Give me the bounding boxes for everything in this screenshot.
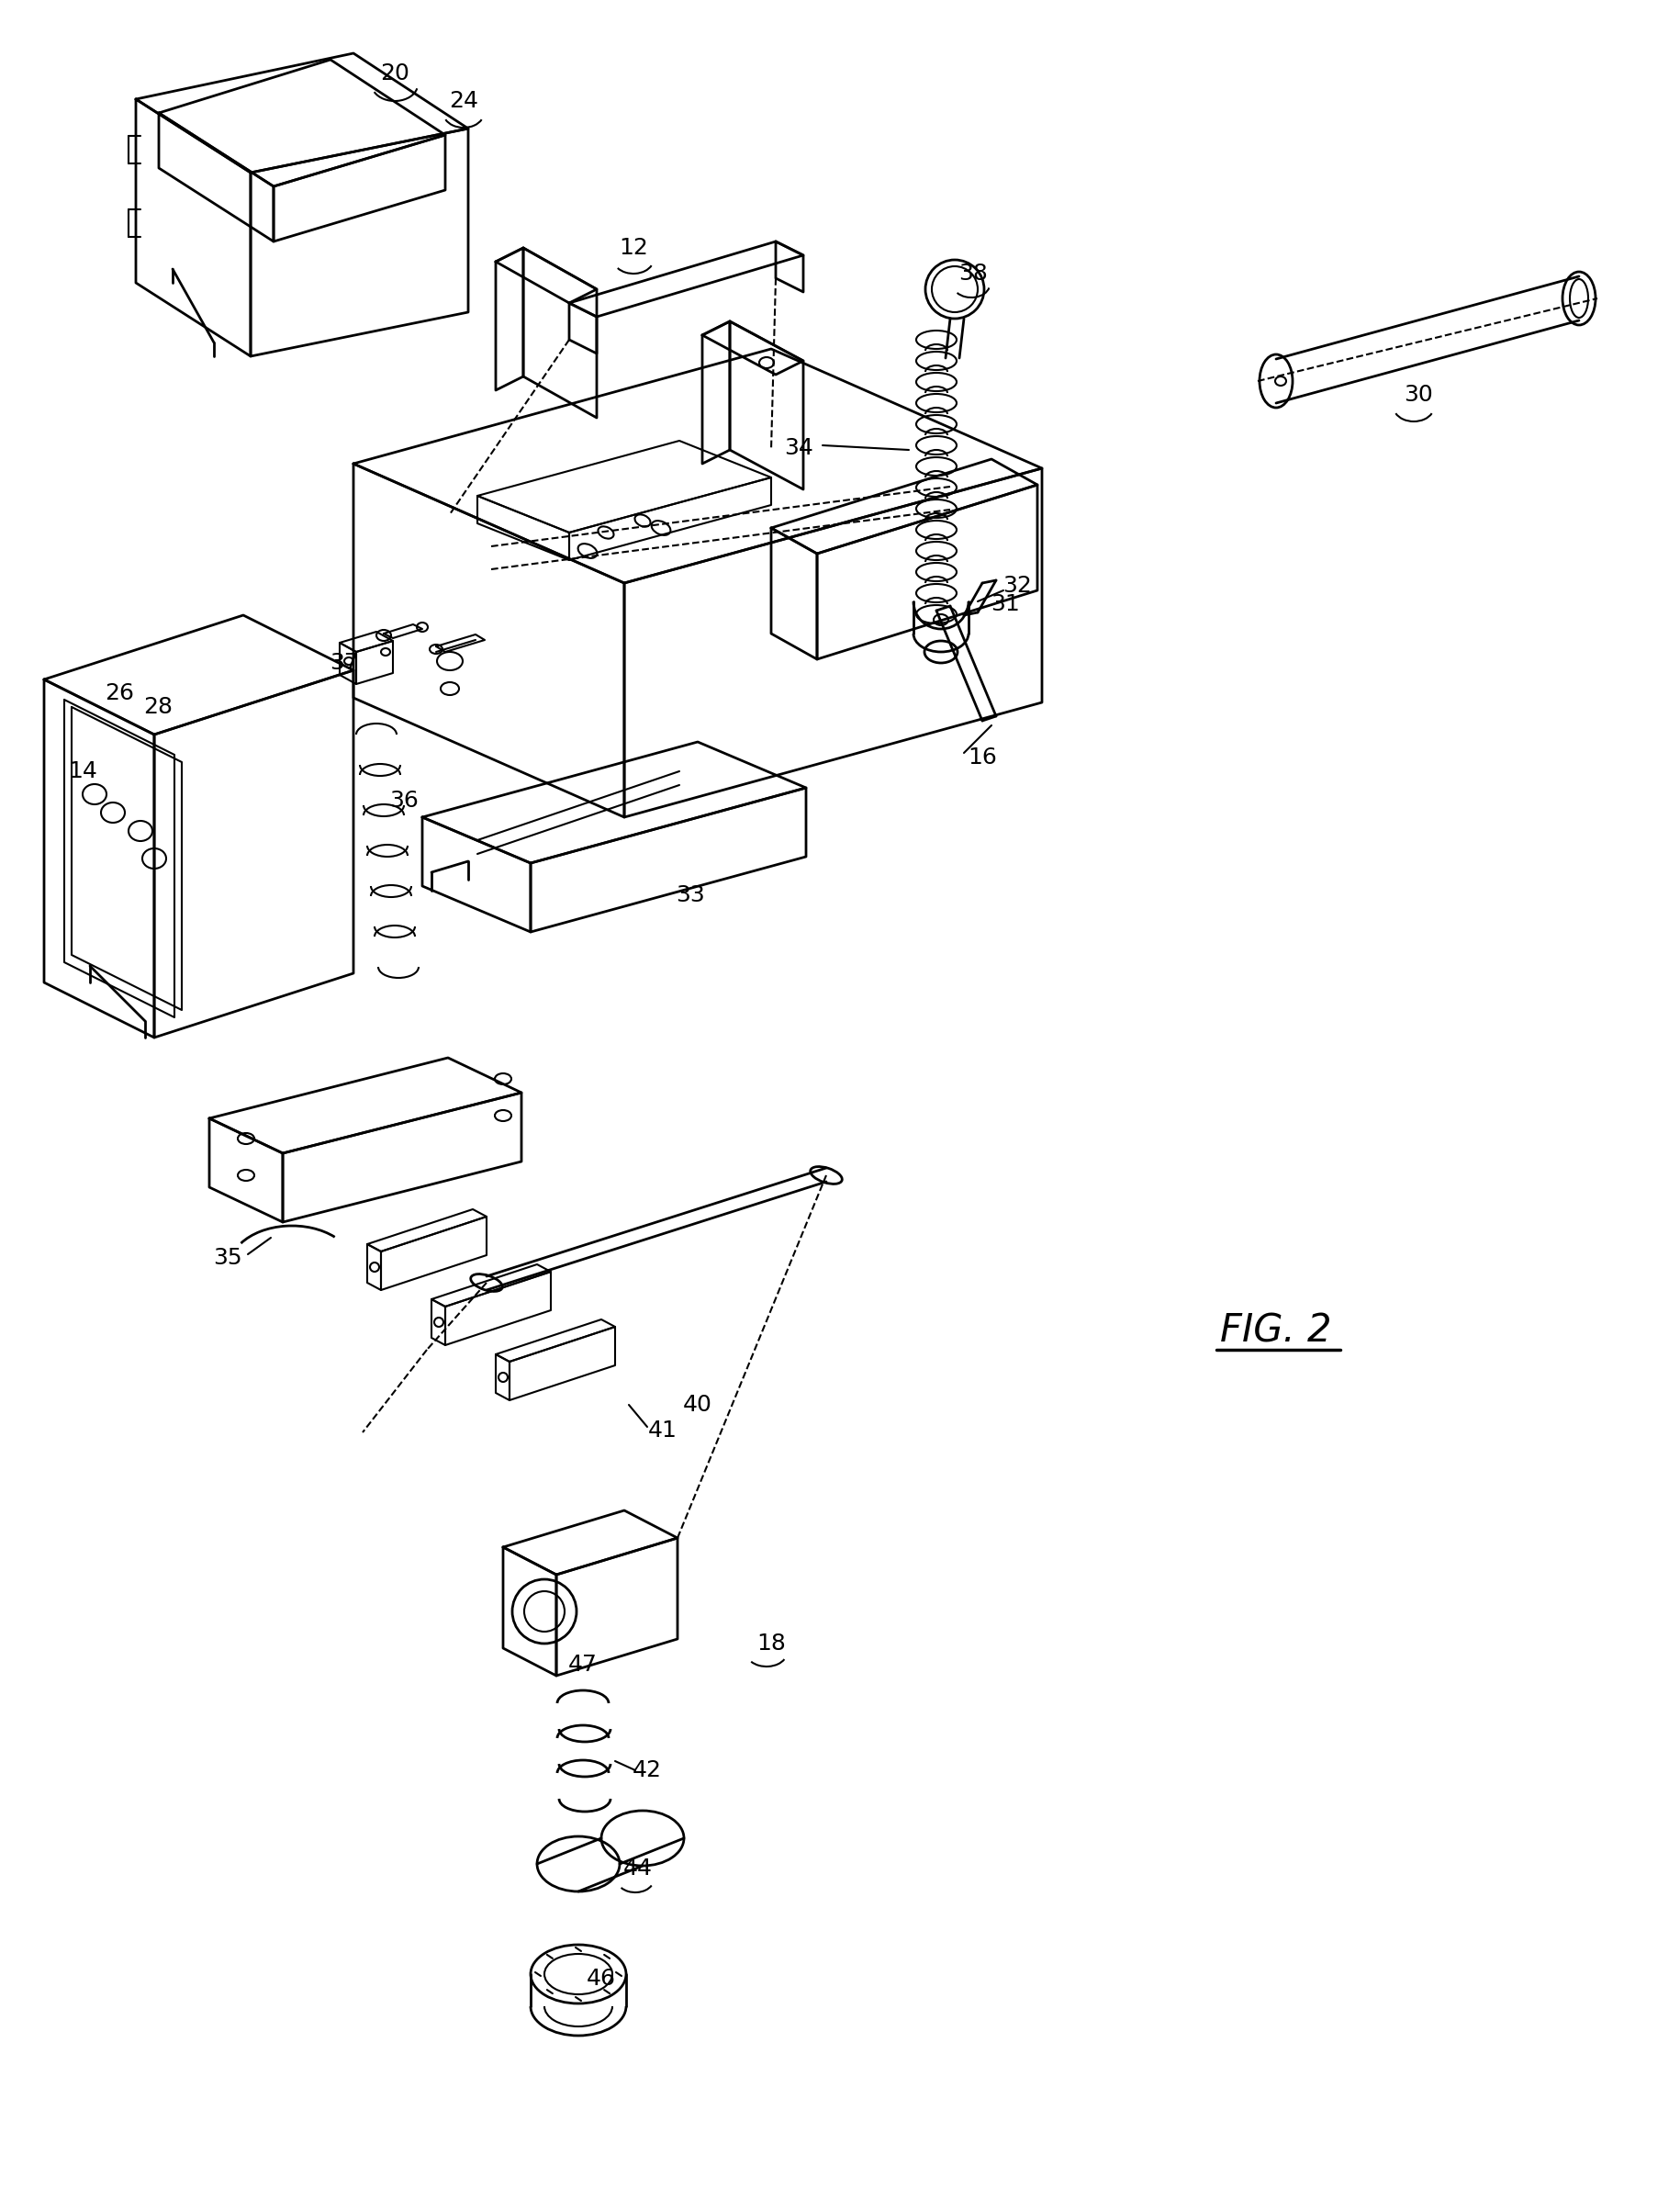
Text: 33: 33 [675, 884, 706, 907]
Text: 46: 46 [586, 1968, 617, 1990]
Text: 18: 18 [756, 1632, 786, 1654]
Text: FIG. 2: FIG. 2 [1220, 1311, 1332, 1351]
Text: 44: 44 [623, 1857, 654, 1879]
Text: 40: 40 [684, 1393, 712, 1415]
Text: 42: 42 [633, 1760, 662, 1782]
Text: 16: 16 [968, 747, 996, 769]
Text: 30: 30 [1404, 385, 1433, 407]
Text: 38: 38 [959, 263, 988, 285]
Text: 14: 14 [67, 761, 97, 783]
Text: 35: 35 [213, 1247, 242, 1269]
Text: 41: 41 [648, 1419, 677, 1442]
Text: 36: 36 [390, 789, 418, 811]
Text: 32: 32 [1003, 575, 1032, 597]
Text: 26: 26 [104, 683, 134, 705]
Text: 12: 12 [618, 237, 648, 259]
Text: 37: 37 [329, 652, 360, 674]
Text: 34: 34 [785, 438, 813, 460]
Text: 28: 28 [143, 696, 173, 719]
Text: 47: 47 [568, 1654, 598, 1676]
Text: 31: 31 [991, 593, 1020, 615]
Text: 20: 20 [380, 62, 410, 84]
Text: 24: 24 [449, 91, 479, 113]
